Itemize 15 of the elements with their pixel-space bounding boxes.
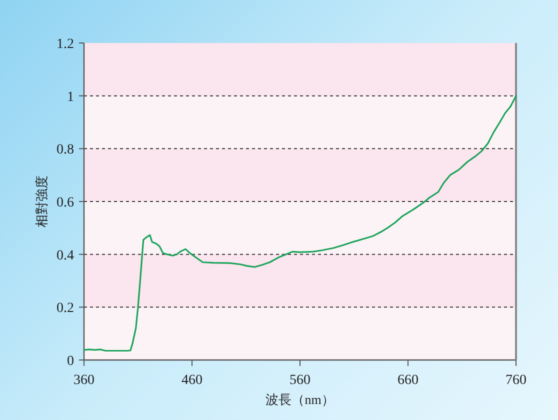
y-tick-label: 1 [67,90,74,105]
x-tick-label: 760 [506,373,526,388]
y-tick-label: 0 [67,354,74,369]
x-tick-label: 460 [182,373,202,388]
y-tick-label: 0.2 [56,301,74,316]
y-tick-label: 1.2 [56,37,74,52]
x-tick-label: 560 [290,373,310,388]
y-tick-label: 0.6 [56,196,74,210]
x-tick-label: 360 [74,373,94,388]
y-tick-label: 0.4 [56,248,74,264]
x-tick-label: 660 [398,373,418,388]
line-series [83,95,517,352]
x-axis-title: 波長（nm） [266,392,334,407]
y-tick-label: 0.8 [56,142,74,158]
y-axis-title: 相對強度 [34,176,49,228]
